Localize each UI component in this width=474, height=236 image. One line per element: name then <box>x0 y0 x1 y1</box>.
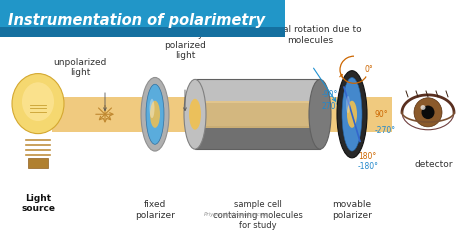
Ellipse shape <box>149 99 155 118</box>
FancyBboxPatch shape <box>195 79 320 103</box>
Text: Priyamstudycentre.com: Priyamstudycentre.com <box>204 212 270 217</box>
Text: Light
source: Light source <box>21 194 55 213</box>
Ellipse shape <box>420 105 426 110</box>
Ellipse shape <box>12 74 64 134</box>
Text: Optical rotation due to
molecules: Optical rotation due to molecules <box>259 25 361 45</box>
Ellipse shape <box>150 101 160 128</box>
Ellipse shape <box>414 98 442 127</box>
Text: -90°: -90° <box>322 90 338 99</box>
FancyBboxPatch shape <box>0 27 285 37</box>
Ellipse shape <box>421 105 435 119</box>
Ellipse shape <box>189 99 201 130</box>
Text: movable
polarizer: movable polarizer <box>332 200 372 220</box>
Ellipse shape <box>184 79 206 149</box>
Text: 0°: 0° <box>365 65 374 74</box>
Ellipse shape <box>402 95 454 130</box>
FancyBboxPatch shape <box>195 126 320 149</box>
Text: 180°: 180° <box>358 152 376 161</box>
Ellipse shape <box>309 79 331 149</box>
FancyBboxPatch shape <box>0 0 285 37</box>
FancyBboxPatch shape <box>28 158 48 168</box>
Ellipse shape <box>22 82 54 121</box>
Ellipse shape <box>342 77 362 151</box>
Ellipse shape <box>146 84 164 144</box>
Text: unpolarized
light: unpolarized light <box>53 58 107 77</box>
Text: Linearly
polarized
light: Linearly polarized light <box>164 30 206 60</box>
Text: 270°: 270° <box>322 102 340 111</box>
Text: -180°: -180° <box>358 162 379 171</box>
Text: -270°: -270° <box>375 126 396 135</box>
FancyBboxPatch shape <box>195 101 320 128</box>
Ellipse shape <box>347 101 357 128</box>
Text: fixed
polarizer: fixed polarizer <box>135 200 175 220</box>
FancyBboxPatch shape <box>195 103 320 126</box>
Ellipse shape <box>346 96 350 113</box>
Text: 90°: 90° <box>375 110 389 119</box>
Ellipse shape <box>141 77 169 151</box>
Text: detector: detector <box>415 160 453 169</box>
Text: sample cell
containing molecules
for study: sample cell containing molecules for stu… <box>213 200 303 230</box>
Text: Instrumentation of polarimetry: Instrumentation of polarimetry <box>8 13 265 28</box>
Ellipse shape <box>337 71 367 158</box>
FancyBboxPatch shape <box>52 97 392 132</box>
